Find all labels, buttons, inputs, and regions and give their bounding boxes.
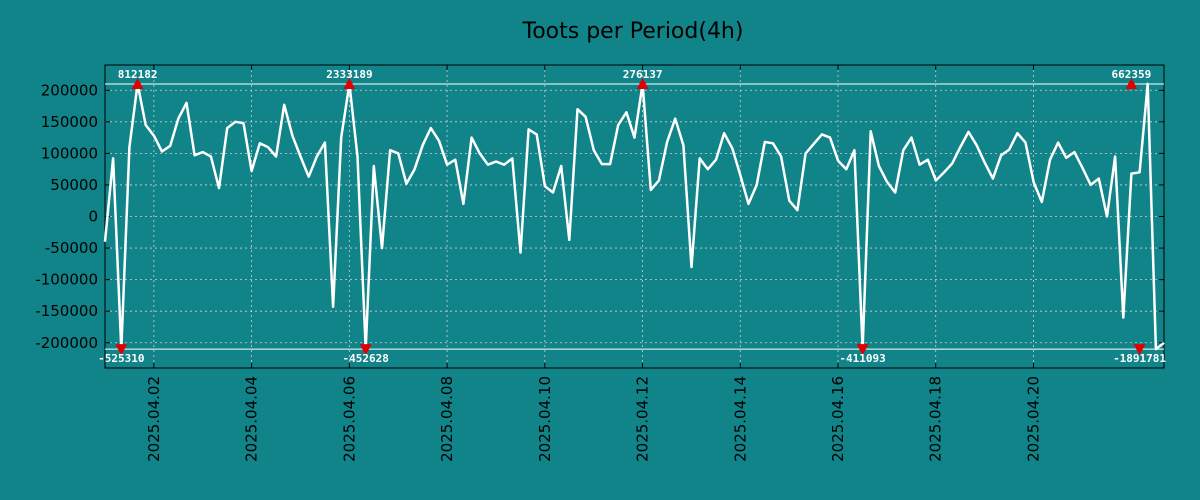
y-tick-label: 200000 [41,81,98,99]
clip-value-label: 276137 [623,68,663,81]
y-tick-label: -200000 [35,334,98,352]
y-tick-label: -100000 [35,271,98,289]
clip-marker-dot [134,80,141,87]
y-tick-label: 150000 [41,113,98,131]
y-tick-label: -50000 [45,239,98,257]
clip-value-label: -525310 [98,352,144,365]
clip-value-label: 2333189 [326,68,372,81]
y-tick-label: 100000 [41,144,98,162]
y-tick-label: 50000 [50,176,98,194]
y-tick-label: -150000 [35,302,98,320]
clip-value-label: 812182 [118,68,158,81]
clip-marker-dot [1128,80,1135,87]
clip-threshold-lines [105,83,1164,350]
x-tick-label: 2025.04.08 [438,376,456,462]
clip-marker-dot [362,346,369,353]
x-tick-label: 2025.04.06 [340,376,358,462]
series-line-toots [103,82,1165,351]
clip-value-label: -1891781 [1113,352,1166,365]
y-axis: 200000 150000 100000 50000 0 -50000 -100000 -15… [35,81,1164,352]
clip-marker-dot [859,346,866,353]
x-tick-label: 2025.04.14 [731,376,749,462]
series-layer [103,82,1165,351]
x-tick-label: 2025.04.12 [634,376,652,462]
clip-marker-dot [639,80,646,87]
x-tick-label: 2025.04.10 [536,376,554,462]
clip-marker-dot [118,346,125,353]
x-tick-label: 2025.04.20 [1024,376,1042,462]
x-axis: 2025.04.02 2025.04.04 2025.04.06 2025.04.08… [145,65,1042,462]
x-tick-label: 2025.04.18 [927,376,945,462]
clip-value-label: -452628 [342,352,388,365]
x-tick-label: 2025.04.04 [243,376,261,462]
clip-markers: -525310 812182 2333189 -452628 276137 -411093… [98,68,1166,365]
chart-title: Toots per Period(4h) [522,19,744,44]
clip-value-label: 662359 [1112,68,1152,81]
clip-value-label: -411093 [839,352,885,365]
clip-marker-dot [346,80,353,87]
x-tick-label: 2025.04.16 [829,376,847,462]
clip-marker-dot [1136,346,1143,353]
gridlines [105,65,1164,368]
x-tick-label: 2025.04.02 [145,376,163,462]
y-tick-label: 0 [88,208,98,226]
